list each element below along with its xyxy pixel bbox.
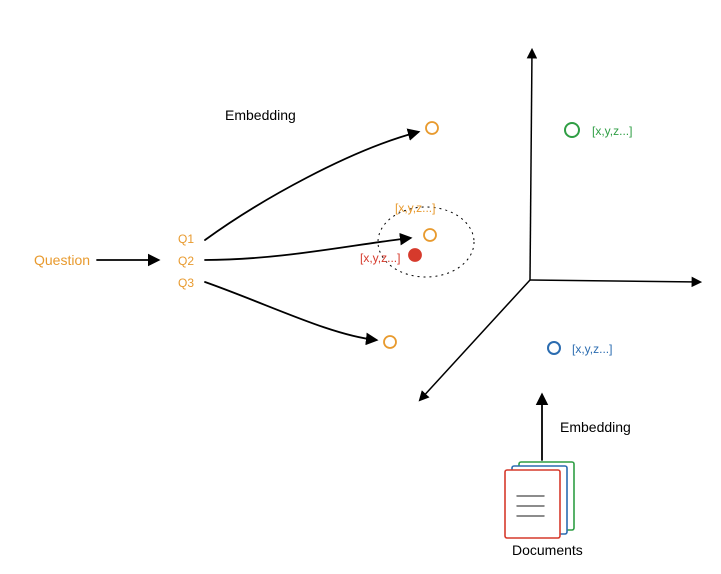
label-documents: Documents — [512, 542, 583, 558]
label-question: Question — [34, 252, 90, 268]
z-axis — [420, 280, 530, 400]
arrow-q3_to_bot — [205, 282, 376, 340]
documents-icon — [505, 462, 574, 538]
point-p_top — [426, 122, 438, 134]
label-q1: Q1 — [178, 232, 194, 246]
label-vec_green: [x,y,z...] — [592, 124, 632, 138]
x-axis — [530, 280, 700, 282]
label-vec_blue: [x,y,z...] — [572, 342, 612, 356]
label-embedding_top: Embedding — [225, 107, 296, 123]
y-axis — [530, 50, 532, 280]
label-q2: Q2 — [178, 254, 194, 268]
label-vec_red: [x,y,z...] — [360, 251, 400, 265]
arrow-q1_to_top — [205, 132, 418, 240]
point-p_blue — [548, 342, 560, 354]
cluster-ellipse — [378, 207, 474, 277]
label-embedding_bottom: Embedding — [560, 419, 631, 435]
point-p_green — [565, 123, 579, 137]
label-q3: Q3 — [178, 276, 194, 290]
point-p_bottom — [384, 336, 396, 348]
point-p_mid_o — [424, 229, 436, 241]
doc-layer-2 — [505, 470, 560, 538]
label-vec_orange: [x,y,z...] — [395, 201, 435, 215]
point-p_mid_r — [409, 249, 421, 261]
